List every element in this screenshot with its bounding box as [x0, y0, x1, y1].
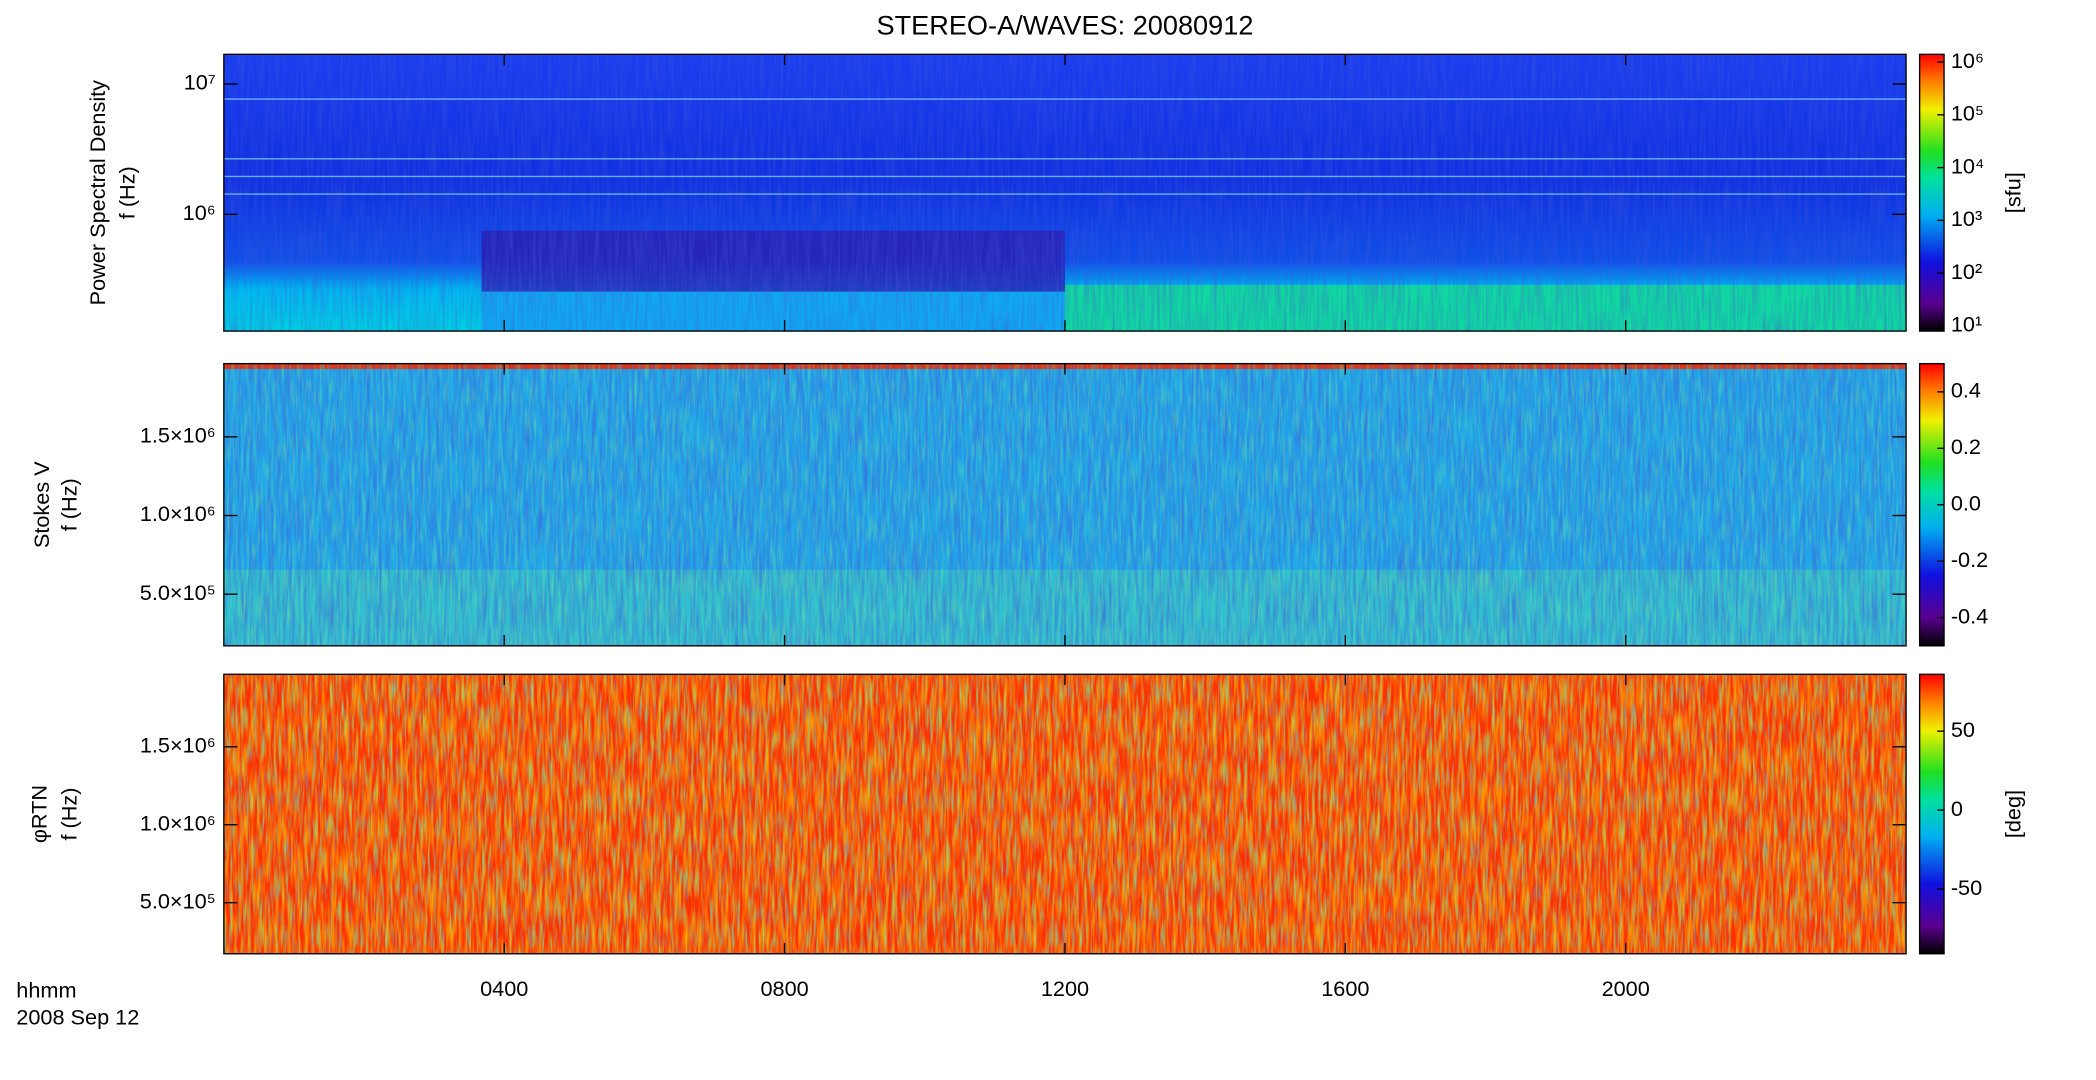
- y-axis-label: φRTN: [26, 785, 51, 843]
- colorbar-tick-label: -0.4: [1951, 603, 1988, 628]
- spectrogram-psd: [223, 54, 1907, 332]
- chart-title: STEREO-A/WAVES: 20080912: [877, 9, 1254, 40]
- y-tick-label: 5.0×10⁵: [140, 580, 216, 605]
- colorbar-tick-label: 10³: [1951, 206, 1982, 231]
- colorbar-label: [sfu]: [2000, 172, 2025, 213]
- colorbar-label: [deg]: [2000, 790, 2025, 838]
- colorbar-tick-label: -0.2: [1951, 547, 1988, 572]
- y-tick-label: 10⁶: [183, 200, 216, 225]
- x-tick-label: 0800: [760, 976, 808, 1001]
- colorbar-tick-label: 0.0: [1951, 490, 1981, 515]
- colorbar-tick-label: 10⁵: [1951, 101, 1984, 126]
- y-tick-label: 1.0×10⁶: [140, 501, 216, 526]
- colorbar-tick-label: 0.4: [1951, 378, 1981, 403]
- spectrogram-stokes: [223, 363, 1907, 646]
- y-tick-label: 5.0×10⁵: [140, 888, 216, 913]
- y-axis-label: Power Spectral Density: [85, 80, 110, 306]
- y-tick-label: 1.5×10⁶: [140, 423, 216, 448]
- x-axis-label: hhmm: [16, 977, 76, 1002]
- colorbar-tick-label: 10¹: [1951, 312, 1982, 337]
- y-axis-label: f (Hz): [56, 788, 81, 841]
- y-axis-label: f (Hz): [115, 166, 140, 219]
- colorbar-tick-label: 10²: [1951, 259, 1982, 284]
- colorbar-tick-label: 50: [1951, 717, 1975, 742]
- y-tick-label: 1.0×10⁶: [140, 810, 216, 835]
- x-tick-label: 1600: [1321, 976, 1369, 1001]
- y-axis-label: f (Hz): [56, 478, 81, 531]
- colorbar-tick-label: 0.2: [1951, 434, 1981, 459]
- y-tick-label: 10⁷: [184, 70, 216, 95]
- colorbar-tick-label: 0: [1951, 796, 1963, 821]
- x-axis-label: 2008 Sep 12: [16, 1005, 139, 1030]
- spectrogram-phi: [223, 674, 1907, 954]
- y-tick-label: 1.5×10⁶: [140, 733, 216, 758]
- colorbar-tick-label: 10⁶: [1951, 48, 1984, 73]
- colorbar-tick-label: 10⁴: [1951, 153, 1984, 178]
- y-axis-label: Stokes V: [29, 461, 54, 548]
- x-tick-label: 1200: [1041, 976, 1089, 1001]
- colorbar-tick-label: -50: [1951, 875, 1982, 900]
- colorbar: [1918, 53, 1945, 332]
- x-tick-label: 0400: [480, 976, 528, 1001]
- colorbar: [1918, 673, 1945, 955]
- x-tick-label: 2000: [1602, 976, 1650, 1001]
